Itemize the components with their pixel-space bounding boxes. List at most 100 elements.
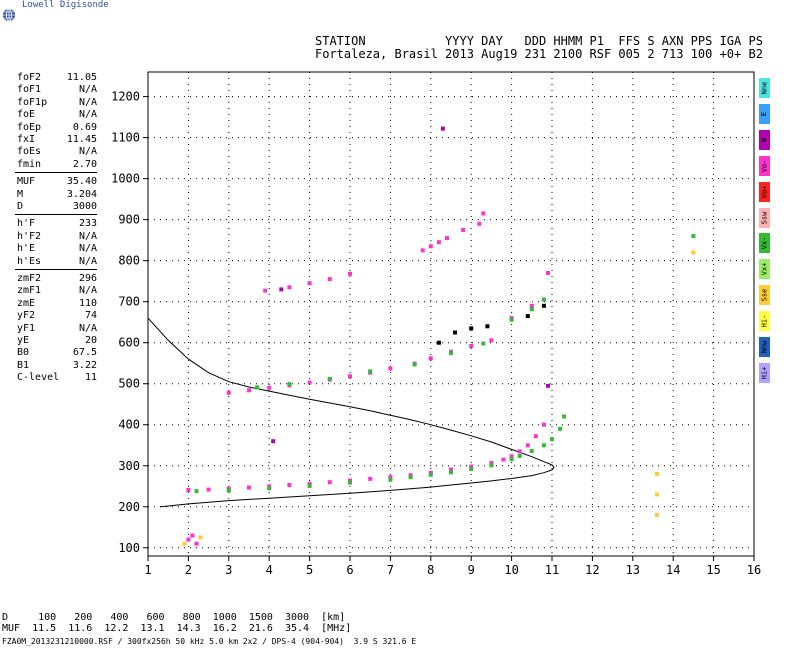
echo-point [206, 487, 211, 492]
param-value: 296 [78, 273, 97, 284]
echo-point [449, 351, 453, 355]
echo-point [388, 477, 393, 482]
param-value: 233 [78, 218, 97, 230]
polarization-key-label: Vo+ [760, 185, 769, 198]
echo-point [501, 457, 506, 462]
x-tick-label: 11 [545, 563, 559, 577]
echo-point [194, 541, 199, 546]
echo-point [194, 489, 199, 494]
polarization-key-sse: Sse [759, 285, 770, 306]
echo-point [307, 483, 312, 488]
header-values: Fortaleza, Brasil 2013 Aug19 231 2100 RS… [315, 47, 763, 61]
param-name: h'F2 [17, 230, 42, 242]
echo-point [388, 366, 393, 371]
param-row: foF1 N/A [17, 84, 97, 96]
param-name: B1 [17, 359, 30, 371]
param-separator [15, 172, 97, 174]
echo-point [489, 460, 494, 465]
param-name: B0 [17, 347, 30, 359]
echo-point [368, 476, 373, 481]
echo-point [428, 470, 433, 475]
param-separator [15, 214, 97, 216]
x-tick-label: 16 [747, 563, 761, 577]
echo-point [529, 449, 534, 453]
y-tick-label: 400 [118, 418, 140, 432]
echo-point [436, 340, 441, 345]
echo-point [271, 439, 276, 444]
param-value: N/A [78, 230, 97, 242]
param-name: D [17, 201, 24, 212]
echo-point [550, 437, 554, 442]
echo-point [267, 486, 272, 491]
echo-point [449, 467, 453, 472]
param-name: zmF2 [17, 273, 42, 284]
param-name: yE [17, 335, 30, 346]
param-row: foEs N/A [17, 146, 97, 158]
echo-point [449, 470, 453, 475]
param-row: B0 67.5 [17, 347, 97, 359]
param-name: foEp [17, 121, 42, 133]
echo-point [541, 422, 546, 427]
echo-point [348, 480, 352, 485]
echo-point [517, 449, 522, 454]
echo-point [453, 330, 457, 335]
polarization-key-label: Hi+ [760, 366, 769, 380]
x-tick-label: 6 [346, 563, 353, 577]
param-name: M [17, 188, 24, 200]
param-row: foEp 0.69 [17, 122, 97, 134]
echo-point [307, 281, 312, 286]
echo-point [529, 307, 534, 312]
echo-point [461, 227, 466, 232]
x-tick-label: 3 [225, 563, 232, 577]
echo-point [469, 467, 474, 471]
param-name: zmF1 [17, 285, 42, 297]
echo-point [481, 211, 486, 216]
footer-file-info: FZA0M_2013231210000.RSF / 300fx256h 50 k… [2, 637, 417, 646]
x-tick-label: 2 [185, 563, 192, 577]
param-name: fmin [17, 158, 42, 170]
echo-point [327, 480, 332, 485]
param-value: N/A [78, 255, 97, 267]
echo-point [562, 414, 567, 419]
echo-point [655, 492, 659, 497]
echo-point [485, 324, 490, 329]
echo-point [287, 285, 292, 290]
echo-point [186, 537, 191, 542]
muf-table-distance-row: D 100 200 400 600 800 1000 1500 3000 [km… [2, 612, 346, 623]
param-value: 3.22 [72, 359, 97, 371]
param-row: foF2 11.05 [17, 72, 97, 84]
echo-point [469, 326, 474, 331]
echo-point [509, 317, 514, 322]
echo-point [428, 244, 433, 249]
param-name: h'F [17, 218, 36, 230]
x-tick-label: 5 [306, 563, 313, 577]
polarization-key-nne: Nne [759, 78, 770, 98]
param-name: foF2 [17, 72, 42, 83]
profile-curve [147, 317, 555, 508]
echo-point [255, 385, 260, 390]
x-tick-label: 9 [468, 563, 475, 577]
y-tick-label: 100 [118, 541, 140, 555]
param-row: foE N/A [17, 109, 97, 121]
y-tick-label: 1100 [111, 131, 140, 145]
echo-point [445, 236, 449, 241]
echo-point [307, 380, 312, 385]
muf-table-muf-row: MUF 11.5 11.6 12.2 13.1 14.3 16.2 21.6 3… [2, 623, 352, 634]
echo-point [287, 382, 292, 387]
echo-point [182, 541, 187, 546]
polarization-key-vo-minusplus: Vo+ [759, 181, 770, 202]
echo-point [348, 374, 352, 379]
polarization-key-vx-minus: Vx- [759, 233, 770, 254]
param-value: 0.69 [72, 121, 97, 133]
echo-point [469, 464, 474, 469]
y-tick-label: 200 [118, 500, 140, 514]
polarization-key-label: Vo- [760, 159, 769, 173]
x-tick-label: 1 [144, 563, 151, 577]
param-value: 3.204 [66, 188, 97, 200]
param-row: yF1 N/A [17, 323, 97, 335]
echo-point [428, 356, 433, 361]
param-name: foEs [17, 146, 42, 158]
param-row: h'F 233 [17, 218, 97, 230]
param-row: MUF 35.40 [17, 176, 97, 188]
